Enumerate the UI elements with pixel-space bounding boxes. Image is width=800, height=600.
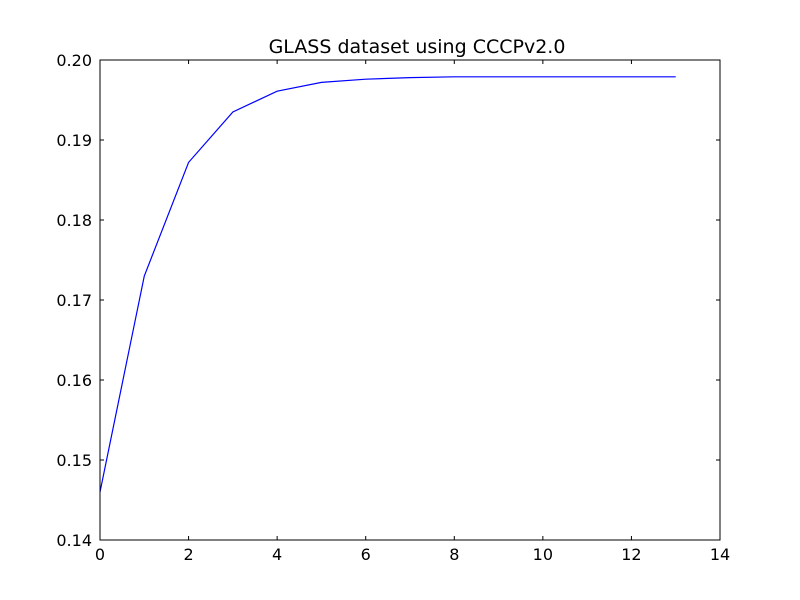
y-tick-label: 0.18 xyxy=(56,211,92,230)
x-tick-label: 4 xyxy=(272,545,282,564)
x-tick-label: 10 xyxy=(533,545,553,564)
y-tick-label: 0.16 xyxy=(56,371,92,390)
axes-frame xyxy=(99,59,721,541)
series-line-0 xyxy=(99,76,676,493)
x-tick-label: 2 xyxy=(183,545,193,564)
chart-title: GLASS dataset using CCCPv2.0 xyxy=(269,36,566,58)
y-tick-label: 0.17 xyxy=(56,291,92,310)
y-tick-label: 0.19 xyxy=(56,131,92,150)
x-tick-label: 0 xyxy=(95,545,105,564)
plot-area: 0 2 4 6 8 10 12 14 0.14 0.15 0.16 0.17 0.18 0.19 0.20 xyxy=(56,51,730,564)
x-tick-label: 12 xyxy=(621,545,641,564)
x-tick-label: 6 xyxy=(361,545,371,564)
y-tick-label: 0.20 xyxy=(56,51,92,70)
x-tick-label: 8 xyxy=(449,545,459,564)
y-tick-label: 0.14 xyxy=(56,531,92,550)
y-tick-label: 0.15 xyxy=(56,451,92,470)
x-tick-label: 14 xyxy=(710,545,730,564)
